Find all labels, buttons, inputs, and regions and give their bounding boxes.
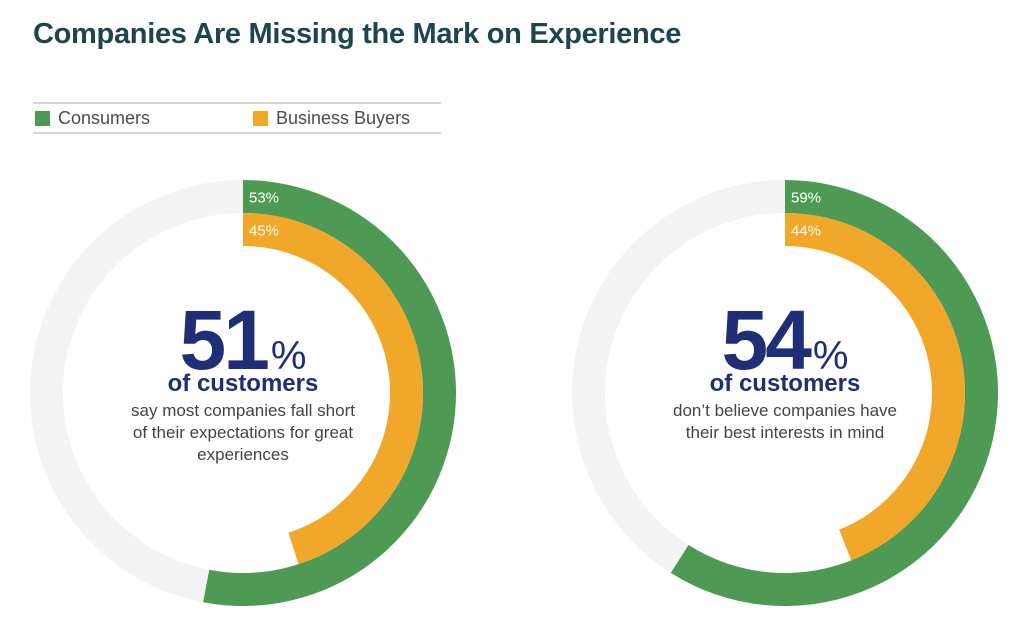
arc-consumers-0 xyxy=(203,180,456,606)
headline-0: 51% xyxy=(103,298,383,382)
legend-label-consumers: Consumers xyxy=(58,108,151,128)
subhead-1: of customers xyxy=(709,370,861,397)
donut-center-0: 51% of customers say most companies fall… xyxy=(103,298,383,466)
legend-swatch-business-buyers xyxy=(253,111,268,126)
description-1: don’t believe companies have their best … xyxy=(673,401,897,442)
legend-item-consumers: Consumers xyxy=(35,108,150,129)
arc-label-consumers-1: 59% xyxy=(791,190,821,207)
donut-center-1: 54% of customers don’t believe companies… xyxy=(645,298,925,444)
arc-label-business-buyers-1: 44% xyxy=(791,223,821,240)
arc-label-consumers-0: 53% xyxy=(249,190,279,207)
donut-chart-0: 53% 45% xyxy=(30,180,456,606)
headline-unit-1: % xyxy=(812,334,849,378)
chart-title: Companies Are Missing the Mark on Experi… xyxy=(33,18,682,50)
legend-label-business-buyers: Business Buyers xyxy=(276,108,411,128)
donut-chart-1: 59% 44% xyxy=(572,180,998,606)
headline-value-1: 54 xyxy=(721,293,811,387)
legend-item-business-buyers: Business Buyers xyxy=(253,108,410,129)
arc-consumers-1 xyxy=(670,180,998,606)
headline-1: 54% xyxy=(645,298,925,382)
description-0: say most companies fall short of their e… xyxy=(131,401,355,464)
subhead-0: of customers xyxy=(167,370,319,397)
arc-business-buyers-0 xyxy=(243,213,423,565)
arc-label-business-buyers-0: 45% xyxy=(249,223,279,240)
headline-value-0: 51 xyxy=(179,293,269,387)
legend-swatch-consumers xyxy=(35,111,50,126)
headline-unit-0: % xyxy=(270,334,307,378)
arc-business-buyers-1 xyxy=(785,213,965,561)
legend: Consumers Business Buyers xyxy=(33,102,441,134)
